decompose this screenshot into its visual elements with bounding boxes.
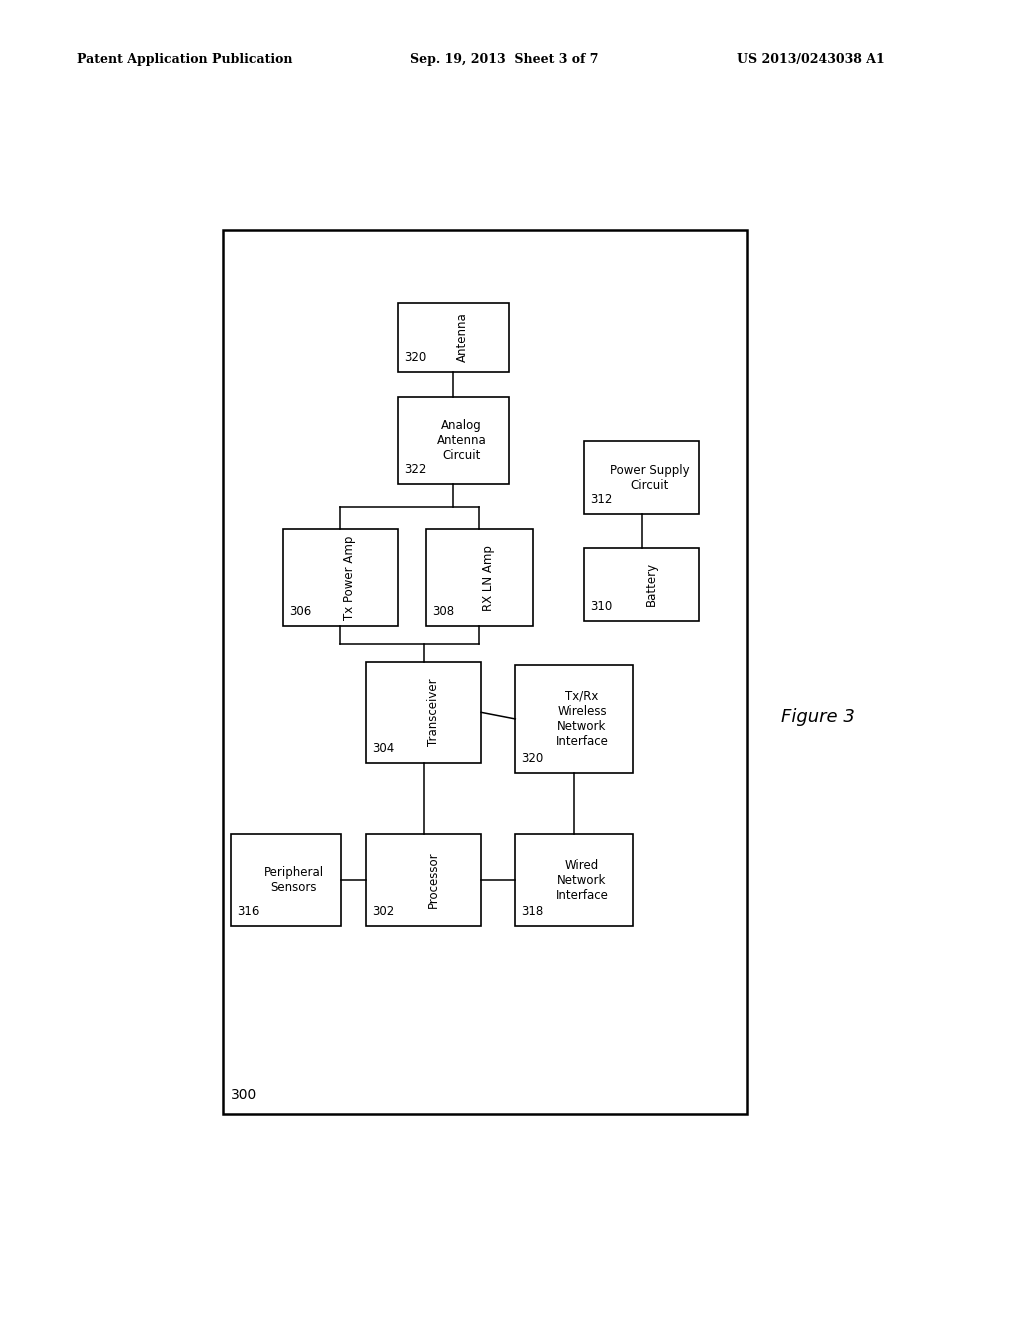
Text: 316: 316	[238, 904, 260, 917]
Bar	[223, 230, 748, 1114]
Bar	[585, 548, 699, 620]
Text: Antenna: Antenna	[457, 313, 469, 362]
Text: Wired
Network
Interface: Wired Network Interface	[555, 858, 608, 902]
Text: Sep. 19, 2013  Sheet 3 of 7: Sep. 19, 2013 Sheet 3 of 7	[410, 53, 598, 66]
Text: Analog
Antenna
Circuit: Analog Antenna Circuit	[436, 418, 486, 462]
Text: Tx/Rx
Wireless
Network
Interface: Tx/Rx Wireless Network Interface	[555, 690, 608, 748]
Bar	[397, 397, 509, 483]
Text: Patent Application Publication: Patent Application Publication	[77, 53, 292, 66]
Text: 310: 310	[591, 599, 613, 612]
Bar	[367, 834, 481, 925]
Bar	[515, 834, 633, 925]
Text: 306: 306	[289, 605, 311, 618]
Text: Transceiver: Transceiver	[427, 678, 439, 746]
Text: Figure 3: Figure 3	[781, 709, 855, 726]
Text: 308: 308	[432, 605, 454, 618]
Bar	[367, 661, 481, 763]
Text: 302: 302	[373, 904, 394, 917]
Text: 320: 320	[521, 752, 544, 766]
Bar	[283, 529, 397, 626]
Text: Processor: Processor	[427, 851, 439, 908]
Bar	[426, 529, 532, 626]
Text: Power Supply
Circuit: Power Supply Circuit	[610, 463, 689, 491]
Bar	[231, 834, 341, 925]
Bar	[397, 302, 509, 372]
Text: 304: 304	[373, 742, 394, 755]
Text: US 2013/0243038 A1: US 2013/0243038 A1	[737, 53, 885, 66]
Text: 320: 320	[404, 351, 426, 364]
Bar	[515, 664, 633, 774]
Text: 318: 318	[521, 904, 544, 917]
Text: 312: 312	[591, 492, 613, 506]
Text: Peripheral
Sensors: Peripheral Sensors	[264, 866, 324, 894]
Text: RX LN Amp: RX LN Amp	[482, 545, 496, 611]
Text: Battery: Battery	[645, 562, 657, 606]
Text: 300: 300	[231, 1088, 257, 1102]
Text: Tx Power Amp: Tx Power Amp	[343, 536, 356, 620]
Bar	[585, 441, 699, 515]
Text: 322: 322	[404, 462, 427, 475]
